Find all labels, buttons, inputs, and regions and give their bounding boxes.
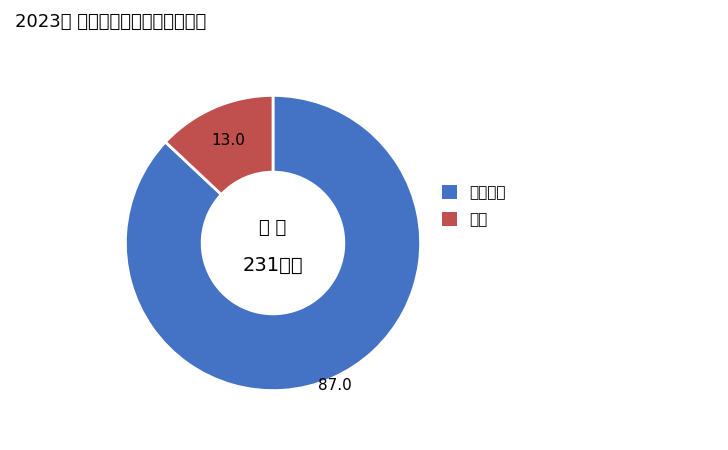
Text: 総 額: 総 額: [259, 219, 287, 237]
Text: 231万円: 231万円: [242, 256, 304, 274]
Text: 2023年 輸出相手国のシェア（％）: 2023年 輸出相手国のシェア（％）: [15, 14, 206, 32]
Text: 13.0: 13.0: [212, 133, 245, 148]
Legend: フランス, 米国: フランス, 米国: [435, 179, 512, 234]
Wedge shape: [125, 95, 421, 391]
Wedge shape: [165, 95, 273, 194]
Text: 87.0: 87.0: [317, 378, 352, 393]
